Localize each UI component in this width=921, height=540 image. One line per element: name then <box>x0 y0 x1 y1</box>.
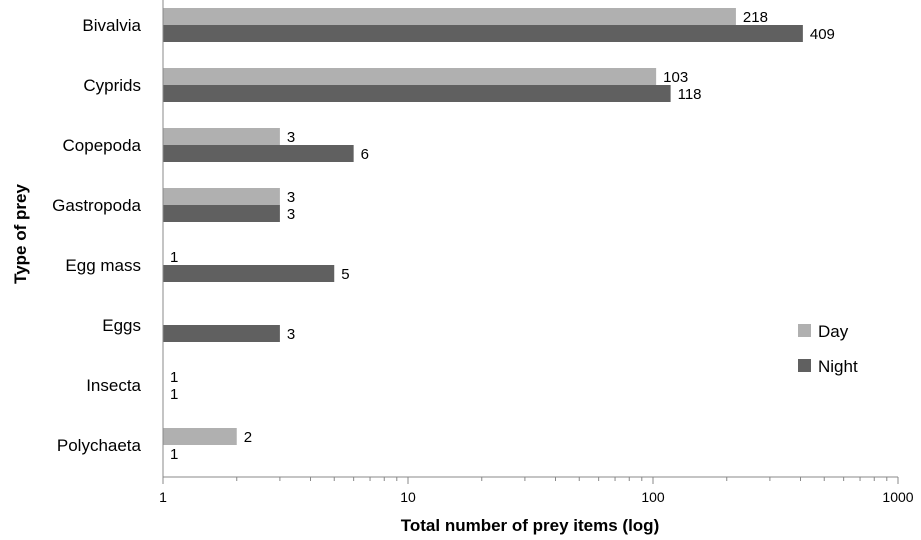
category-labels-group: Bivalvia Cyprids Copepoda Gastropoda Egg mas… <box>52 16 141 455</box>
legend-swatch-night <box>798 359 811 372</box>
value-label-eggs-night: 3 <box>287 326 295 343</box>
value-label-copepoda-day: 3 <box>287 129 295 146</box>
value-label-bivalvia-day: 218 <box>743 9 768 26</box>
x-axis-title: Total number of prey items (log) <box>401 516 659 535</box>
bar-copepoda-night <box>163 145 354 162</box>
category-label-insecta: Insecta <box>86 376 141 395</box>
value-label-cyprids-night: 118 <box>678 86 702 103</box>
value-label-copepoda-night: 6 <box>361 146 369 163</box>
value-label-bivalvia-night: 409 <box>810 26 835 43</box>
x-tick-label-1000: 1000 <box>882 489 913 505</box>
category-label-bivalvia: Bivalvia <box>82 16 141 35</box>
category-label-eggs: Eggs <box>102 316 141 335</box>
legend-label-night: Night <box>818 357 858 376</box>
x-tick-label-1: 1 <box>159 489 167 505</box>
value-label-gastropoda-night: 3 <box>287 206 295 223</box>
bar-gastropoda-day <box>163 188 280 205</box>
value-label-polychaeta-night: 1 <box>170 446 178 463</box>
category-label-cyprids: Cyprids <box>83 76 141 95</box>
bar-gastropoda-night <box>163 205 280 222</box>
bar-egg-mass-night <box>163 265 335 282</box>
x-tick-label-100: 100 <box>641 489 665 505</box>
x-ticks-group: 1 10 100 1000 <box>159 477 914 505</box>
value-label-egg-mass-day: 1 <box>170 249 178 266</box>
bar-eggs-night <box>163 325 280 342</box>
value-label-insecta-day: 1 <box>170 369 178 386</box>
y-axis-title: Type of prey <box>11 184 30 284</box>
category-label-egg-mass: Egg mass <box>65 256 141 275</box>
category-label-gastropoda: Gastropoda <box>52 196 141 215</box>
category-label-polychaeta: Polychaeta <box>57 436 142 455</box>
value-label-gastropoda-day: 3 <box>287 189 295 206</box>
bars-group <box>163 8 803 445</box>
bar-bivalvia-night <box>163 25 803 42</box>
value-label-polychaeta-day: 2 <box>244 429 252 446</box>
bar-cyprids-night <box>163 85 671 102</box>
x-tick-label-10: 10 <box>400 489 416 505</box>
value-label-insecta-night: 1 <box>170 386 178 403</box>
bar-bivalvia-day <box>163 8 736 25</box>
category-label-copepoda: Copepoda <box>63 136 142 155</box>
legend-swatch-day <box>798 324 811 337</box>
value-label-egg-mass-night: 5 <box>341 266 349 283</box>
legend-label-day: Day <box>818 322 849 341</box>
bar-copepoda-day <box>163 128 280 145</box>
bar-cyprids-day <box>163 68 657 85</box>
value-label-cyprids-day: 103 <box>663 69 688 86</box>
legend: Day Night <box>798 322 858 376</box>
bar-polychaeta-day <box>163 428 237 445</box>
